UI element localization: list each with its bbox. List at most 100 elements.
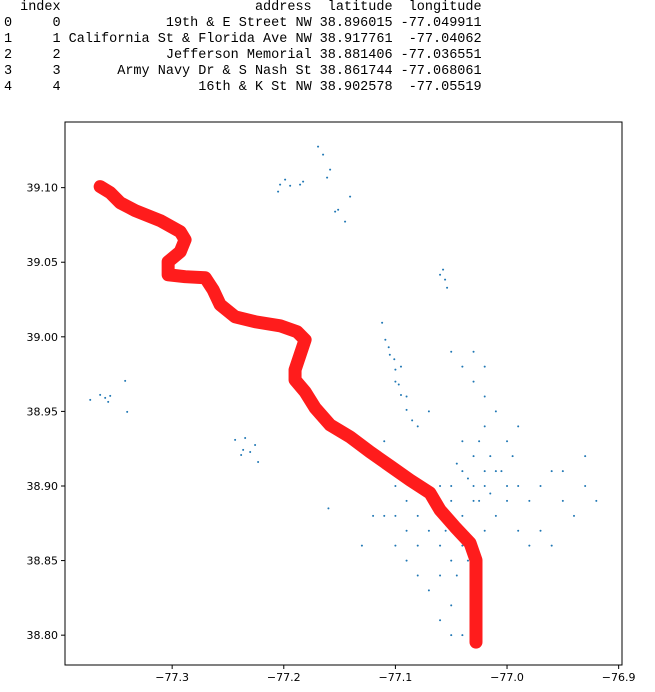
point — [439, 484, 442, 487]
point — [489, 492, 492, 495]
point — [394, 514, 397, 517]
point — [326, 176, 329, 179]
point — [244, 436, 247, 439]
point — [506, 484, 509, 487]
cell: 16th & K St NW — [198, 80, 312, 95]
point — [384, 338, 387, 341]
point — [472, 380, 475, 383]
y-tick-label: 39.10 — [27, 182, 59, 195]
point — [478, 440, 481, 443]
point — [399, 393, 402, 396]
point — [461, 440, 464, 443]
point — [450, 634, 453, 637]
cell: California St & Florida Ave NW — [68, 32, 312, 47]
row: 4 4 16th & K St NW 38.902578 -77.05519 — [0, 80, 486, 96]
point — [478, 499, 481, 502]
point — [483, 395, 486, 398]
point — [107, 400, 110, 403]
point — [126, 410, 129, 413]
point — [506, 499, 509, 502]
point — [405, 408, 408, 411]
point — [349, 195, 352, 198]
y-tick-label: 38.80 — [27, 629, 59, 642]
cell: 19th & E Street NW — [165, 16, 312, 31]
point — [416, 574, 419, 577]
point — [506, 440, 509, 443]
point — [461, 634, 464, 637]
point — [99, 393, 102, 396]
point — [329, 168, 332, 171]
point — [442, 268, 445, 271]
point — [584, 484, 587, 487]
point — [444, 529, 447, 532]
y-tick-label: 39.05 — [27, 256, 59, 269]
row: 3 3 Army Navy Dr & S Nash St 38.861744 -77.0… — [0, 64, 486, 80]
point — [494, 410, 497, 413]
point — [561, 470, 564, 473]
point — [595, 499, 598, 502]
point — [472, 455, 475, 458]
row: 2 2 Jefferson Memorial 38.881406 -77.036551 — [0, 48, 486, 64]
point — [439, 574, 442, 577]
x-tick-label: −77.1 — [379, 671, 413, 684]
y-tick-label: 39.00 — [27, 331, 59, 344]
point — [327, 507, 330, 510]
point — [383, 514, 386, 517]
column-header: longitude — [408, 0, 482, 15]
point — [528, 499, 531, 502]
point — [405, 529, 408, 532]
row: 1 1 California St & Florida Ave NW 38.91776… — [0, 32, 486, 48]
point — [104, 396, 107, 399]
point — [561, 499, 564, 502]
point — [439, 619, 442, 622]
point — [550, 470, 553, 473]
cell: 38.896015 — [319, 16, 393, 31]
row-label: 3 — [4, 64, 13, 79]
cell: 1 — [52, 32, 61, 47]
point — [472, 499, 475, 502]
point — [450, 559, 453, 562]
cell: 2 — [52, 48, 61, 63]
point — [383, 440, 386, 443]
point — [573, 514, 576, 517]
cell: -77.049911 — [400, 16, 482, 31]
point — [381, 321, 384, 324]
cell: 38.917761 — [319, 32, 393, 47]
point — [299, 183, 302, 186]
point — [483, 484, 486, 487]
point — [483, 470, 486, 473]
point — [394, 380, 397, 383]
point — [372, 514, 375, 517]
point — [334, 210, 337, 213]
column-header: index — [20, 0, 61, 15]
cell: -77.068061 — [400, 64, 482, 79]
point — [254, 443, 257, 446]
point — [109, 394, 112, 397]
point — [394, 484, 397, 487]
point — [427, 529, 430, 532]
dataframe: index address latitude longitude 0 0 19th & E … — [0, 0, 486, 96]
y-tick-label: 38.90 — [27, 480, 59, 493]
x-tick-label: −76.9 — [602, 671, 636, 684]
point — [89, 398, 92, 401]
column-header: address — [254, 0, 312, 15]
point — [539, 484, 542, 487]
point — [489, 455, 492, 458]
point — [450, 499, 453, 502]
point — [450, 604, 453, 607]
cell: 3 — [52, 64, 61, 79]
point — [399, 365, 402, 368]
point — [461, 544, 464, 547]
point — [539, 529, 542, 532]
point — [405, 499, 408, 502]
point — [124, 379, 127, 382]
cell: -77.05519 — [408, 80, 482, 95]
point — [439, 273, 442, 276]
y-tick-label: 38.85 — [27, 555, 59, 568]
point — [405, 395, 408, 398]
cell: 38.881406 — [319, 48, 393, 63]
x-tick-label: −77.0 — [490, 671, 524, 684]
point — [427, 589, 430, 592]
point — [584, 455, 587, 458]
